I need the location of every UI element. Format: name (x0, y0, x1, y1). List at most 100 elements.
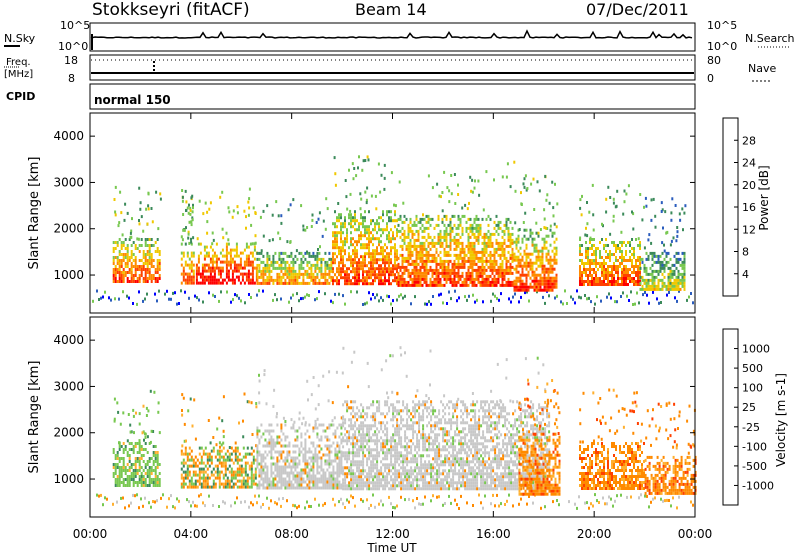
ground-scatter-cell (536, 290, 538, 294)
echo-cell (314, 281, 317, 285)
echo-cell (431, 256, 434, 260)
echo-cell (154, 454, 157, 457)
echo-cell (453, 241, 456, 245)
echo-cell (617, 280, 619, 283)
echo-cell (354, 445, 357, 449)
echo-cell (603, 277, 605, 280)
echo-cell (141, 431, 144, 435)
echo-cell (219, 445, 221, 449)
ground-scatter-cell (218, 299, 220, 303)
echo-cell (580, 213, 583, 217)
echo-cell (338, 270, 340, 274)
echo-cell (268, 263, 271, 267)
echo-cell (358, 270, 360, 274)
echo-cell (256, 272, 259, 276)
echo-cell (471, 247, 474, 251)
echo-cell (549, 279, 552, 283)
echo-cell (286, 453, 289, 457)
echo-cell (370, 264, 372, 268)
echo-cell (328, 465, 331, 469)
echo-cell (592, 228, 595, 232)
echo-cell (645, 278, 648, 282)
echo-cell (344, 273, 346, 277)
echo-cell (509, 232, 512, 236)
echo-cell (240, 470, 243, 474)
echo-cell (245, 272, 248, 276)
echo-cell (346, 439, 349, 443)
echo-cell (251, 433, 254, 436)
ground-scatter-cell (120, 496, 122, 500)
echo-cell (242, 479, 245, 483)
echo-cell (469, 280, 472, 284)
echo-cell (276, 486, 279, 490)
echo-cell (262, 465, 265, 469)
echo-cell (342, 478, 345, 482)
ground-scatter-cell (692, 301, 694, 305)
echo-cell (643, 287, 646, 291)
echo-cell (461, 250, 464, 254)
echo-cell (324, 444, 327, 448)
echo-cell (388, 258, 390, 262)
echo-cell (146, 250, 149, 253)
echo-cell (531, 285, 534, 289)
echo-cell (212, 485, 215, 489)
echo-cell (665, 284, 668, 288)
echo-cell (152, 430, 155, 433)
echo-cell (253, 281, 256, 285)
echo-cell (248, 467, 251, 471)
ground-scatter-cell (454, 498, 456, 502)
echo-cell (322, 483, 325, 487)
echo-cell (320, 468, 323, 472)
echo-cell (346, 472, 349, 476)
ground-scatter-cell (108, 296, 110, 300)
echo-cell (290, 281, 293, 285)
echo-cell (260, 251, 263, 255)
echo-cell (118, 484, 121, 487)
echo-cell (324, 474, 327, 478)
echo-cell (675, 287, 678, 291)
echo-cell (384, 255, 386, 259)
echo-cell (316, 272, 319, 276)
echo-cell (673, 284, 676, 288)
ground-scatter-cell (368, 507, 370, 510)
echo-cell (356, 282, 358, 286)
echo-cell (641, 275, 644, 279)
echo-cell (473, 256, 476, 260)
echo-cell (150, 280, 153, 283)
echo-cell (453, 265, 456, 269)
echo-cell (332, 240, 334, 244)
echo-cell (392, 237, 394, 241)
ground-scatter-cell (472, 293, 474, 297)
echo-cell (659, 254, 662, 258)
echo-cell (226, 455, 229, 459)
echo-cell (585, 256, 587, 259)
echo-cell (324, 480, 327, 484)
echo-cell (181, 238, 184, 242)
echo-cell (298, 486, 301, 490)
echo-cell (441, 268, 444, 272)
echo-cell (543, 267, 546, 271)
ground-scatter-cell (580, 296, 582, 300)
ground-scatter-cell (458, 296, 460, 300)
echo-cell (403, 271, 406, 275)
echo-cell (292, 260, 295, 264)
echo-cell (392, 267, 394, 271)
echo-cell (431, 283, 434, 287)
echo-cell (554, 182, 556, 186)
echo-cell (348, 466, 351, 470)
echo-cell (318, 486, 321, 490)
echo-cell (344, 466, 347, 470)
echo-cell (118, 441, 120, 445)
echo-cell (493, 256, 496, 260)
echo-cell (116, 262, 119, 265)
echo-cell (467, 250, 470, 254)
echo-cell (148, 271, 151, 274)
echo-cell (617, 277, 619, 280)
ground-scatter-cell (584, 294, 586, 297)
echo-cell (433, 283, 436, 287)
cpid-value: normal 150 (94, 93, 171, 107)
echo-cell (493, 265, 496, 269)
echo-cell (154, 484, 157, 487)
echo-cell (310, 254, 313, 258)
echo-cell (384, 273, 386, 277)
